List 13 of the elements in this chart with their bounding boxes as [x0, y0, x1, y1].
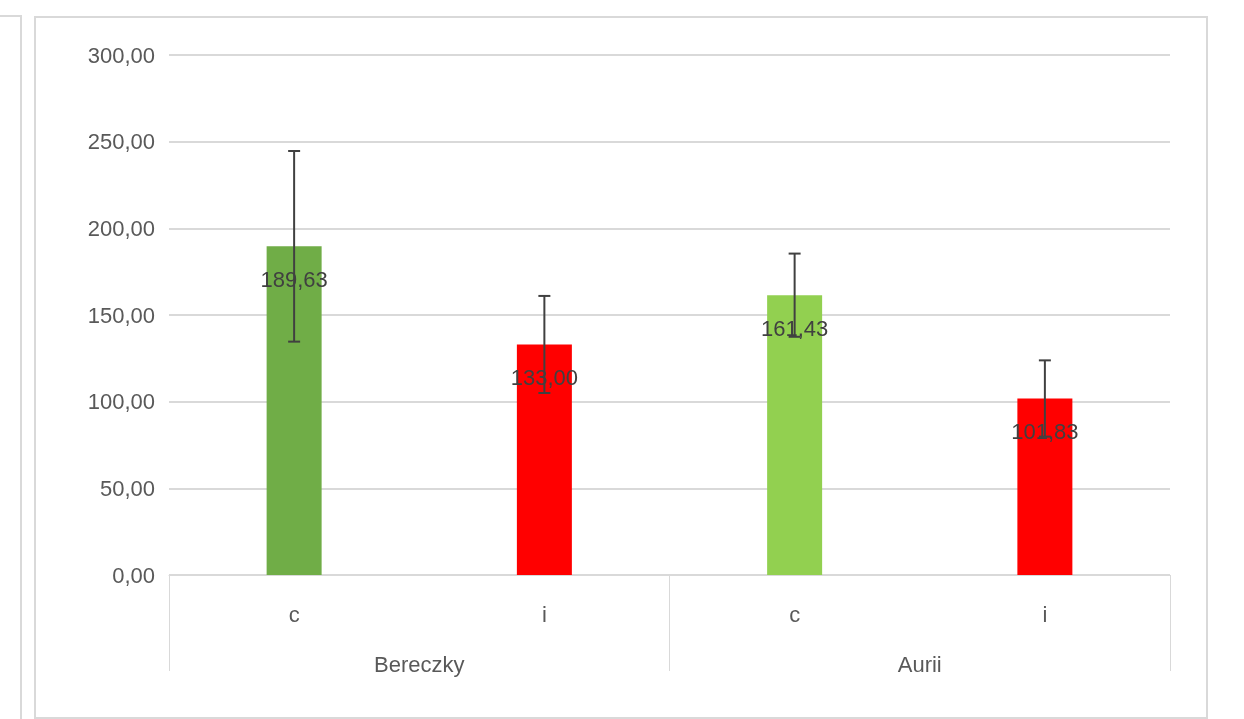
- x-tick-label: c: [789, 601, 801, 627]
- y-tick-label: 200,00: [87, 215, 155, 241]
- y-tick-label: 50,00: [99, 475, 155, 501]
- text: Aurii: [897, 651, 942, 677]
- y-tick-label: 150,00: [87, 302, 155, 328]
- y-tick-label: 300,00: [87, 42, 155, 68]
- y-tick-label: 0,00: [112, 562, 155, 588]
- text: Bereczky: [374, 651, 465, 677]
- x-tick-label: i: [541, 601, 547, 627]
- y-tick-label: 250,00: [87, 129, 155, 155]
- y-tick-label: 100,00: [87, 389, 155, 415]
- x-tick-label: c: [288, 601, 300, 627]
- x-tick-label: i: [1042, 601, 1048, 627]
